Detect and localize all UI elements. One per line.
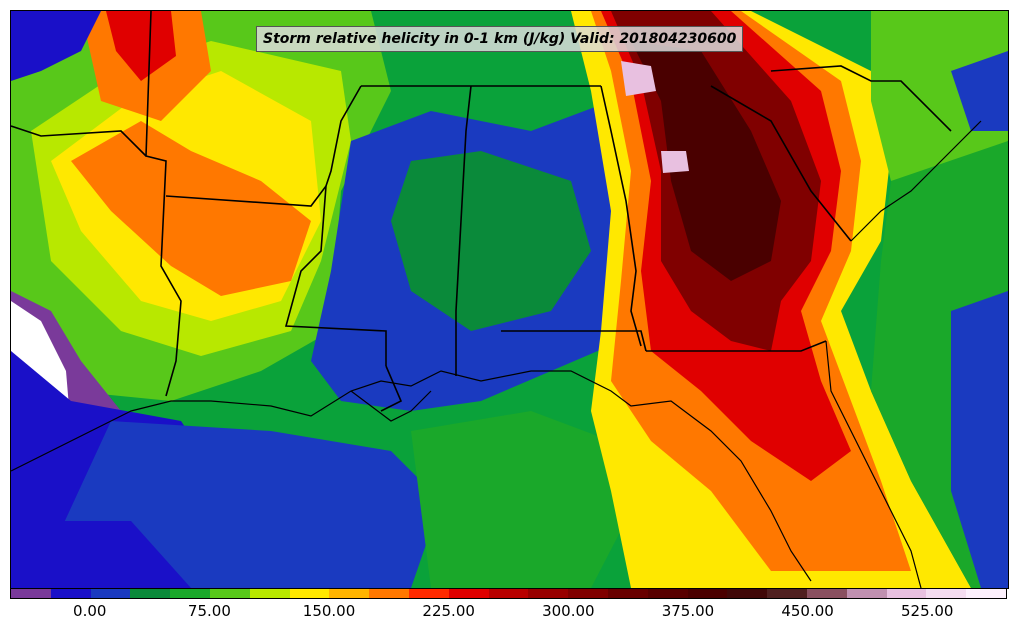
colorbar-tick-label: 225.00 [422, 602, 475, 620]
colorbar-segment [369, 589, 409, 598]
colorbar-segment [727, 589, 768, 598]
border-alabama-georgia [600, 85, 642, 347]
border-georgia-sc [710, 85, 852, 242]
colorbar-tick-label: 150.00 [302, 602, 356, 620]
colorbar-segment [886, 589, 927, 598]
colorbar-segment [966, 589, 1006, 598]
field-nw-red [106, 11, 176, 81]
field-east-very-dark-red [631, 41, 781, 281]
border-alabama-florida [501, 330, 647, 352]
colorbar-tick-labels: 0.00 75.00 150.00 225.00 300.00 375.00 450.00 5… [0, 602, 1018, 624]
colorbar-tick-label: 375.00 [661, 602, 715, 620]
coast-atlantic-se [850, 120, 982, 242]
colorbar-segment [846, 589, 887, 598]
field-central-green [391, 151, 591, 331]
border-arkansas [165, 183, 387, 366]
colorbar-segment [568, 589, 608, 598]
border-mississippi-river [325, 85, 362, 187]
colorbar-tick-label: 525.00 [900, 602, 954, 620]
colorbar-segment [806, 589, 847, 598]
coast-texas-gulf [11, 370, 812, 582]
colorbar-segment [647, 589, 688, 598]
helicity-map [11, 11, 1008, 588]
colorbar-tick-label: 75.00 [187, 602, 231, 620]
colorbar-segment [687, 589, 728, 598]
colorbar-segment [329, 589, 370, 598]
border-nc-sc [770, 65, 952, 132]
map-panel: Storm relative helicity in 0-1 km (J/kg)… [10, 10, 1009, 589]
field-east-pink-1 [621, 61, 656, 96]
coastline [11, 120, 982, 588]
colorbar-segment [528, 589, 569, 598]
state-borders [11, 11, 952, 412]
coast-florida-atlantic [825, 340, 922, 588]
colorbar-segment [408, 589, 449, 598]
field-top-left-blue [11, 11, 101, 81]
colorbar-tick-label: 450.00 [781, 602, 834, 620]
field-east-pink-2 [661, 151, 689, 173]
colorbar-segment [488, 589, 529, 598]
colorbar-segment [11, 589, 51, 598]
border-mississippi-alabama [455, 85, 472, 376]
colorbar-segment [50, 589, 91, 598]
field-ne-blue [951, 51, 1008, 131]
field-west-orange [71, 121, 311, 296]
border-georgia-florida [646, 340, 827, 352]
map-title: Storm relative helicity in 0-1 km (J/kg)… [256, 26, 744, 52]
border-louisiana [380, 365, 403, 412]
field-east-ocean-blue [951, 291, 1008, 588]
coast-louisiana-delta [350, 390, 432, 422]
colorbar-segment [289, 589, 330, 598]
colorbar-segment [926, 589, 967, 598]
colorbar-segment [249, 589, 290, 598]
colorbar-segment [90, 589, 131, 598]
colorbar-segment [767, 589, 807, 598]
field-gulf-green [411, 411, 631, 588]
colorbar-segment [170, 589, 210, 598]
field-bottom-blue [11, 521, 191, 588]
colorbar-segment [130, 589, 171, 598]
colorbar-segment [448, 589, 489, 598]
colorbar-segment [607, 589, 648, 598]
colorbar-tick-label: 300.00 [542, 602, 595, 620]
colorbar [10, 588, 1007, 599]
field-ne-green [871, 11, 1008, 181]
colorbar-tick-label: 0.00 [73, 602, 107, 620]
colorbar-segment [209, 589, 250, 598]
border-kansas-oklahoma [11, 125, 147, 157]
